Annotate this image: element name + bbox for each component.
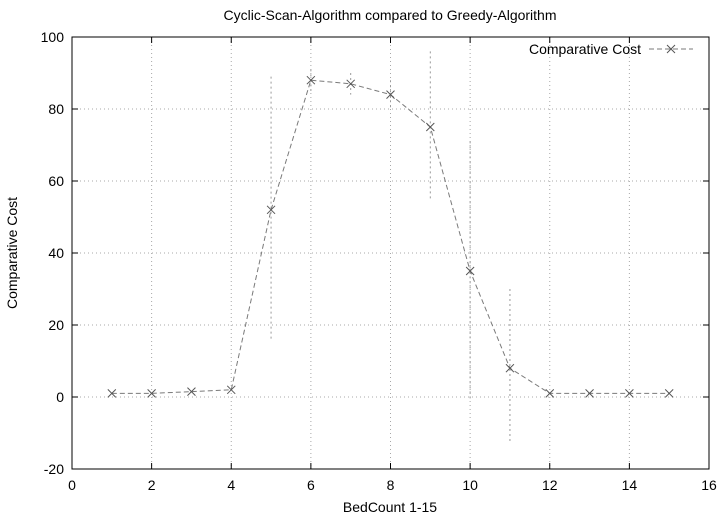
error-bars (270, 51, 511, 444)
series-line (111, 79, 670, 394)
y-tick-label: 80 (48, 101, 64, 117)
legend: Comparative Cost (529, 41, 693, 57)
data-point (226, 385, 236, 395)
data-point (306, 75, 316, 85)
x-tick-label: 0 (68, 477, 76, 493)
data-point (425, 122, 435, 132)
data-point (625, 389, 634, 398)
legend-label: Comparative Cost (529, 41, 641, 57)
data-point (585, 389, 594, 398)
x-tick-label: 2 (148, 477, 156, 493)
data-point (465, 266, 475, 276)
x-tick-label: 10 (462, 477, 478, 493)
x-tick-label: 14 (622, 477, 638, 493)
data-point (266, 205, 276, 215)
x-tick-label: 16 (701, 477, 717, 493)
data-point (664, 389, 674, 398)
series-layer (107, 75, 674, 398)
y-tick-label: 100 (41, 29, 65, 45)
x-tick-label: 12 (542, 477, 558, 493)
y-tick-label: 20 (48, 317, 64, 333)
data-point (545, 389, 555, 398)
y-axis-label: Comparative Cost (4, 197, 20, 309)
x-tick-label: 8 (387, 477, 395, 493)
chart-title: Cyclic-Scan-Algorithm compared to Greedy… (224, 7, 557, 23)
y-tick-label: 0 (56, 389, 64, 405)
data-point (147, 389, 156, 398)
y-tick-label: 60 (48, 173, 64, 189)
data-point (346, 79, 356, 89)
data-point (107, 389, 117, 398)
data-point (187, 387, 196, 396)
y-tick-label: 40 (48, 245, 64, 261)
data-point (505, 363, 515, 373)
y-tick-label: -20 (44, 461, 64, 477)
legend-marker (666, 44, 676, 54)
x-tick-label: 4 (227, 477, 235, 493)
x-axis-label: BedCount 1-15 (343, 499, 437, 515)
data-point (386, 90, 395, 99)
x-tick-label: 6 (307, 477, 315, 493)
